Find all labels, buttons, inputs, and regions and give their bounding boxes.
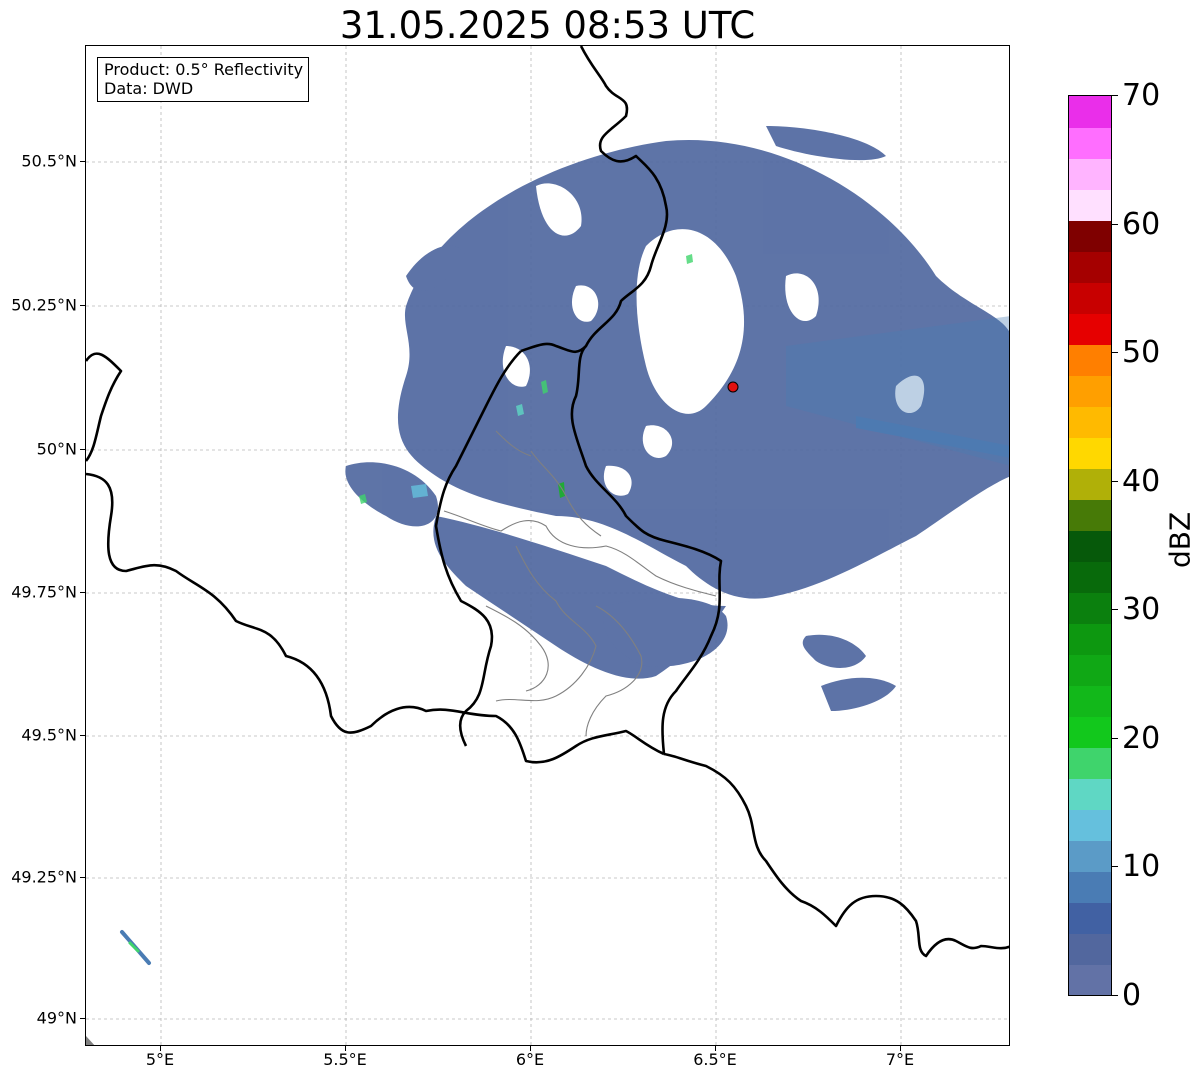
lon-tick-label: 6°E — [515, 1050, 545, 1069]
colorbar-segment — [1069, 313, 1111, 345]
colorbar-tick-label: 40 — [1122, 464, 1161, 499]
colorbar-tick-label: 50 — [1122, 335, 1161, 370]
colorbar-tick — [1112, 95, 1118, 96]
colorbar-segment — [1069, 96, 1111, 128]
colorbar-segment — [1069, 685, 1111, 717]
colorbar-segment — [1069, 747, 1111, 779]
colorbar-tick-label: 0 — [1122, 978, 1142, 1013]
colorbar-segment — [1069, 282, 1111, 314]
colorbar-tick — [1112, 995, 1118, 996]
lat-tick-mark — [80, 449, 85, 450]
lon-tick-mark — [715, 1046, 716, 1051]
colorbar-segment — [1069, 530, 1111, 562]
colorbar-tick — [1112, 738, 1118, 739]
colorbar-segment — [1069, 716, 1111, 748]
map-title: 31.05.2025 08:53 UTC — [339, 4, 756, 47]
colorbar-segment — [1069, 344, 1111, 376]
lon-tick-label: 7°E — [885, 1050, 915, 1069]
info-box: Product: 0.5° Reflectivity Data: DWD — [97, 57, 310, 102]
lat-tick-label: 50.25°N — [11, 295, 77, 315]
colorbar-tick — [1112, 609, 1118, 610]
colorbar-segment — [1069, 778, 1111, 810]
colorbar-segment — [1069, 127, 1111, 159]
colorbar-segment — [1069, 251, 1111, 283]
lon-tick-mark — [530, 1046, 531, 1051]
lat-tick-label: 49.75°N — [11, 582, 77, 602]
colorbar-segment — [1069, 592, 1111, 624]
colorbar-segment — [1069, 468, 1111, 500]
lat-tick-mark — [80, 877, 85, 878]
colorbar-segment — [1069, 964, 1111, 995]
colorbar-tick-label: 10 — [1122, 849, 1161, 884]
colorbar-segment — [1069, 499, 1111, 531]
radar-echo-holes — [502, 183, 925, 496]
lat-tick-label: 49.25°N — [11, 867, 77, 887]
dbz-colorbar — [1068, 95, 1112, 996]
admin-borders — [443, 430, 717, 737]
lon-tick-label: 6.5°E — [693, 1050, 737, 1069]
lat-tick-label: 50°N — [36, 439, 77, 459]
colorbar-segment — [1069, 871, 1111, 903]
lat-tick-mark — [80, 1018, 85, 1019]
radar-site-marker — [727, 381, 739, 393]
lon-tick-mark — [160, 1046, 161, 1051]
colorbar-segment — [1069, 220, 1111, 252]
colorbar-segment — [1069, 623, 1111, 655]
colorbar-tick — [1112, 224, 1118, 225]
colorbar-tick — [1112, 866, 1118, 867]
corner-marks — [86, 930, 151, 1045]
colorbar-segment — [1069, 933, 1111, 965]
lon-tick-label: 5.5°E — [323, 1050, 367, 1069]
colorbar-segment — [1069, 561, 1111, 593]
colorbar-segment — [1069, 158, 1111, 190]
colorbar-segment — [1069, 406, 1111, 438]
map-canvas — [86, 46, 1009, 1045]
colorbar-tick-label: 30 — [1122, 592, 1161, 627]
lon-tick-mark — [345, 1046, 346, 1051]
data-source-label: Data: DWD — [104, 79, 194, 98]
colorbar-tick-label: 20 — [1122, 721, 1161, 756]
colorbar-segment — [1069, 654, 1111, 686]
colorbar-tick-label: 60 — [1122, 207, 1161, 242]
colorbar-tick — [1112, 481, 1118, 482]
lon-tick-mark — [900, 1046, 901, 1051]
colorbar-segment — [1069, 437, 1111, 469]
colorbar-tick-label: 70 — [1122, 78, 1161, 113]
colorbar-segment — [1069, 189, 1111, 221]
radar-map[interactable] — [85, 45, 1010, 1046]
product-label: Product: 0.5° Reflectivity — [104, 60, 304, 79]
lat-tick-label: 49.5°N — [21, 725, 77, 745]
lon-tick-label: 5°E — [145, 1050, 175, 1069]
colorbar-segment — [1069, 375, 1111, 407]
lat-tick-mark — [80, 305, 85, 306]
colorbar-segment — [1069, 902, 1111, 934]
radar-echoes — [345, 126, 1009, 711]
country-borders — [86, 46, 1009, 958]
radar-echo-stronger — [359, 254, 1009, 504]
lat-tick-label: 49°N — [36, 1008, 77, 1028]
colorbar-segment — [1069, 809, 1111, 841]
colorbar-tick — [1112, 352, 1118, 353]
lat-tick-label: 50.5°N — [21, 151, 77, 171]
lat-tick-mark — [80, 161, 85, 162]
colorbar-segment — [1069, 840, 1111, 872]
lat-tick-mark — [80, 735, 85, 736]
lat-tick-mark — [80, 592, 85, 593]
colorbar-unit-label: dBZ — [1163, 511, 1197, 568]
